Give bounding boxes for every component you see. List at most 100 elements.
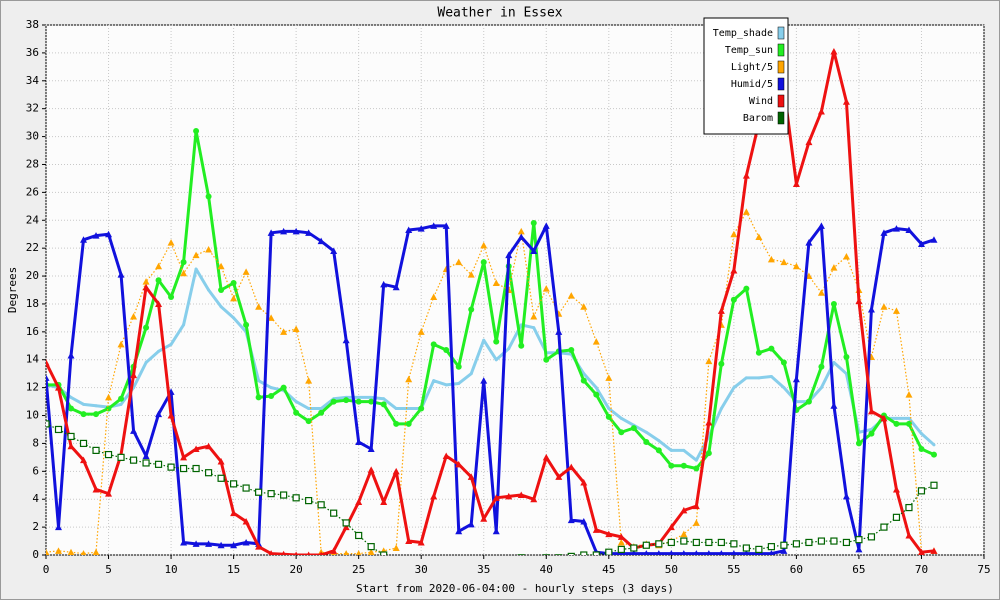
x-tick-label: 15 [227, 563, 240, 576]
data-point [442, 222, 450, 229]
data-point [269, 386, 273, 390]
data-point [682, 448, 686, 452]
data-point [905, 420, 912, 427]
data-point [405, 420, 412, 427]
data-point [355, 398, 362, 405]
data-point [918, 446, 925, 452]
data-point [380, 551, 388, 555]
data-point [356, 550, 362, 555]
x-tick-label: 10 [164, 563, 177, 576]
data-point [542, 453, 550, 461]
data-point [54, 425, 63, 434]
data-point [92, 446, 100, 454]
data-point [767, 543, 775, 551]
data-point [855, 440, 862, 447]
data-point [694, 458, 698, 462]
data-point [730, 296, 737, 303]
data-point [769, 374, 773, 378]
data-point [167, 412, 175, 419]
y-tick-label: 22 [26, 241, 39, 254]
data-point [568, 346, 575, 353]
data-point [530, 220, 537, 227]
data-point [742, 172, 750, 179]
data-point [367, 466, 375, 473]
data-point [718, 360, 725, 367]
data-point [618, 429, 625, 436]
data-point [342, 523, 350, 531]
data-point [268, 550, 274, 555]
data-point [217, 458, 225, 465]
data-point [342, 336, 350, 344]
x-tick-label: 45 [602, 563, 615, 576]
data-point [442, 452, 450, 459]
data-point [755, 233, 763, 240]
y-tick-label: 14 [26, 353, 40, 366]
data-point [317, 237, 325, 245]
data-point [79, 439, 88, 448]
data-point [293, 409, 300, 416]
data-point [405, 375, 413, 383]
data-point [805, 538, 813, 547]
data-point [542, 554, 550, 555]
data-point [817, 107, 825, 115]
data-point [867, 306, 875, 313]
data-point [281, 550, 286, 555]
data-point [67, 352, 75, 359]
data-point [905, 391, 913, 398]
data-point [730, 540, 738, 548]
data-point [892, 225, 900, 232]
x-axis-label: Start from 2020-06-04:00 - hourly steps … [356, 582, 674, 595]
data-point [180, 259, 187, 266]
data-point [844, 372, 848, 376]
data-point [355, 438, 363, 446]
data-point [230, 509, 238, 517]
data-point [330, 398, 337, 405]
data-point [357, 395, 361, 399]
data-point [292, 227, 300, 235]
data-point [855, 545, 863, 553]
y-tick-label: 2 [32, 520, 39, 533]
data-point [67, 432, 75, 441]
data-point [118, 395, 125, 402]
data-point [193, 128, 200, 134]
data-point [492, 527, 500, 535]
x-tick-label: 70 [915, 563, 928, 576]
data-point [830, 300, 837, 307]
data-point [792, 375, 800, 383]
data-point [205, 540, 213, 547]
data-point [818, 363, 825, 370]
data-point [380, 280, 388, 288]
data-point [257, 379, 261, 383]
y-tick-label: 32 [26, 102, 39, 115]
data-point [342, 519, 350, 527]
data-point [205, 442, 213, 450]
data-point [605, 530, 613, 538]
legend-swatch [777, 111, 785, 125]
data-point [719, 407, 723, 411]
data-point [204, 469, 213, 477]
data-point [680, 537, 688, 545]
plot-area [45, 24, 985, 556]
y-tick-label: 18 [26, 297, 39, 310]
data-point [580, 377, 587, 384]
data-point [305, 418, 312, 425]
data-point [117, 340, 125, 348]
data-point [307, 407, 311, 411]
data-point [280, 227, 288, 235]
data-point [643, 550, 649, 555]
data-point [380, 498, 388, 505]
data-point [507, 347, 511, 351]
data-point [318, 409, 325, 416]
data-point [180, 453, 188, 461]
data-point [455, 363, 462, 370]
data-point [867, 533, 876, 541]
data-point [505, 251, 513, 259]
data-point [142, 459, 150, 467]
data-point [292, 325, 300, 333]
data-point [280, 491, 288, 499]
x-tick-label: 25 [352, 563, 365, 576]
data-point [417, 328, 425, 335]
data-point [517, 227, 525, 235]
data-point [792, 180, 800, 187]
y-tick-label: 10 [26, 409, 39, 422]
